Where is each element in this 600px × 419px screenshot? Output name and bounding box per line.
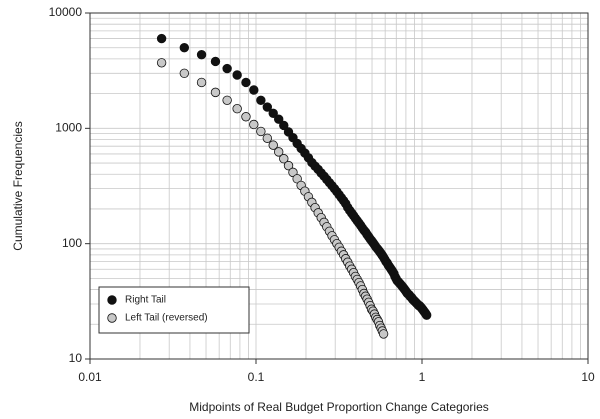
point bbox=[268, 140, 278, 150]
point bbox=[241, 77, 251, 88]
x-tick-label: 0.1 bbox=[248, 370, 265, 384]
point bbox=[273, 114, 284, 124]
point bbox=[156, 33, 167, 44]
point bbox=[256, 95, 266, 106]
legend-box bbox=[98, 286, 250, 334]
point bbox=[232, 70, 242, 80]
y-axis-label: Cumulative Frequencies bbox=[11, 121, 25, 250]
point bbox=[256, 126, 266, 137]
point bbox=[196, 49, 207, 60]
legend-marker bbox=[107, 295, 117, 305]
point bbox=[179, 68, 190, 79]
plot-frame bbox=[89, 12, 589, 360]
point bbox=[283, 160, 294, 171]
point bbox=[222, 95, 232, 106]
x-tick-label: 0.01 bbox=[78, 370, 102, 384]
legend-label: Left Tail (reversed) bbox=[125, 313, 208, 324]
point bbox=[222, 63, 232, 74]
point bbox=[273, 147, 284, 157]
point bbox=[241, 112, 251, 122]
point bbox=[232, 103, 242, 114]
x-axis-label: Midpoints of Real Budget Proportion Chan… bbox=[189, 400, 489, 414]
point bbox=[279, 154, 289, 164]
point bbox=[196, 77, 207, 88]
point bbox=[262, 102, 273, 112]
legend-label: Right Tail bbox=[125, 295, 166, 306]
point bbox=[156, 58, 167, 68]
point bbox=[249, 119, 259, 130]
point bbox=[210, 87, 221, 98]
x-tick-label: 10 bbox=[581, 370, 595, 384]
x-tick-label: 1 bbox=[419, 370, 426, 384]
point bbox=[262, 133, 273, 143]
y-tick-label: 10000 bbox=[49, 5, 83, 19]
point bbox=[249, 85, 259, 95]
y-tick-label: 10 bbox=[69, 351, 83, 365]
y-tick-label: 1000 bbox=[55, 121, 82, 135]
legend-marker bbox=[107, 313, 117, 323]
point bbox=[421, 310, 432, 320]
y-tick-label: 100 bbox=[62, 236, 82, 250]
point bbox=[179, 43, 190, 53]
point bbox=[268, 108, 278, 119]
point bbox=[378, 329, 389, 339]
point bbox=[288, 167, 298, 178]
point bbox=[210, 56, 221, 67]
point bbox=[279, 120, 289, 131]
